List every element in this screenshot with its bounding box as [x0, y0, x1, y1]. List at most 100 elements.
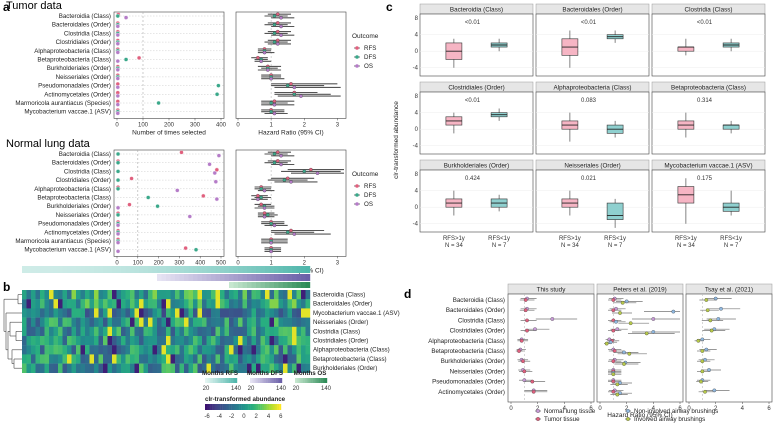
heatmap-cell: [53, 363, 59, 373]
heatmap-cell: [98, 345, 104, 355]
heatmap-cell: [134, 363, 140, 373]
heatmap-cell: [287, 336, 293, 346]
heatmap-cell: [71, 299, 77, 309]
dfs-annotation-cell: [202, 274, 207, 281]
row-label: Clostridiales (Order): [56, 39, 111, 46]
os-legend-gradient: [301, 378, 304, 383]
selection-point: [115, 102, 120, 107]
hr-point: [521, 359, 525, 364]
row-label: Neisseriales (Order): [56, 74, 111, 81]
hr-point: [611, 372, 616, 377]
heatmap-cell: [152, 308, 158, 318]
heatmap-cell: [274, 317, 279, 327]
legend-title: Outcome: [352, 171, 379, 178]
y-tick-label: 4: [415, 111, 419, 117]
heatmap-cell: [58, 317, 63, 327]
x-tick-label: 2: [536, 406, 540, 412]
heatmap-cell: [202, 354, 207, 364]
legend-item: RFS: [364, 45, 376, 52]
dfs-annotation-cell: [265, 274, 270, 281]
heatmap-cell: [179, 354, 185, 364]
dfs-legend-gradient: [251, 378, 254, 383]
heatmap-cell: [139, 354, 144, 364]
hr-point: [700, 349, 705, 353]
hr-point: [302, 169, 306, 174]
heatmap-cell: [238, 345, 243, 355]
heatmap-cell: [89, 363, 95, 373]
clr-legend-gradient: [218, 404, 221, 410]
os-legend-gradient: [317, 378, 320, 383]
os-legend-gradient: [320, 378, 323, 383]
heatmap-cell: [49, 317, 54, 327]
heatmap-cell: [305, 354, 311, 364]
row-label: Marmoricola aurantiacus (Species): [15, 100, 111, 107]
hr-point: [651, 317, 656, 321]
hr-point: [622, 362, 626, 366]
heatmap-cell: [134, 317, 140, 327]
heatmap-cell: [193, 326, 198, 337]
heatmap-cell: [80, 299, 86, 309]
heatmap-cell: [170, 354, 176, 364]
heatmap-cell: [26, 299, 32, 309]
heatmap-cell: [215, 354, 221, 364]
heatmap-cell: [161, 317, 167, 327]
heatmap-cell: [116, 299, 122, 309]
heatmap-cell: [215, 363, 221, 373]
facet-title: Burkholderiales (Order): [444, 163, 509, 170]
row-label: Bacteroidales (Order): [52, 22, 111, 29]
heatmap-cell: [233, 354, 239, 364]
heatmap-cell: [157, 336, 162, 346]
heatmap-cell: [139, 363, 144, 373]
heatmap-cell: [251, 308, 257, 318]
heatmap-cell: [274, 290, 279, 300]
heatmap-cell: [103, 354, 108, 364]
legend-tick: 140: [231, 386, 242, 392]
heatmap-cell: [296, 326, 302, 337]
dfs-annotation-cell: [206, 274, 212, 281]
row-label: Burkholderiales (Order): [47, 203, 111, 210]
heatmap-cell: [143, 326, 149, 337]
heatmap-cell: [247, 299, 252, 309]
hr-point: [292, 232, 297, 236]
heatmap-cell: [35, 317, 41, 327]
hr-point: [262, 206, 267, 210]
heatmap-cell: [305, 290, 311, 300]
facet-title: Tsay et al. (2021): [705, 287, 753, 294]
dfs-annotation-cell: [211, 274, 216, 281]
hr-point: [269, 109, 273, 114]
heatmap-cell: [292, 345, 297, 355]
hr-point: [719, 306, 723, 311]
heatmap-cell: [53, 326, 59, 337]
heatmap-cell: [148, 354, 153, 364]
heatmap-cell: [98, 326, 104, 337]
facet-title: Clostridia (Class): [685, 7, 733, 14]
heatmap-cell: [152, 299, 158, 309]
x-tick-label: RFS<1y: [604, 236, 626, 242]
clr-legend-gradient: [231, 404, 234, 410]
heatmap-cell: [35, 336, 41, 346]
heatmap-cell: [94, 299, 99, 309]
dfs-legend-gradient: [250, 378, 252, 383]
heatmap-cell: [62, 317, 68, 327]
selection-point: [207, 162, 212, 167]
heatmap-cell: [260, 317, 266, 327]
heatmap-cell: [269, 308, 275, 318]
hr-point: [289, 228, 293, 233]
hr-point: [266, 213, 270, 217]
x-tick-label: 100: [133, 260, 144, 266]
heatmap-cell: [76, 354, 81, 364]
heatmap-cell: [67, 290, 72, 300]
heatmap-cell: [35, 308, 41, 318]
hr-point: [272, 111, 277, 116]
rfs-annotation-cell: [179, 266, 185, 273]
heatmap-cell: [301, 363, 306, 373]
selection-point: [123, 15, 129, 20]
clr-legend-gradient: [220, 404, 223, 410]
dfs-legend-gradient: [261, 378, 263, 383]
rfs-annotation-cell: [305, 266, 311, 273]
heatmap-cell: [170, 336, 176, 346]
x-tick-label: 2: [303, 122, 307, 128]
dfs-annotation-cell: [233, 274, 239, 281]
selection-point: [115, 50, 120, 55]
heatmap-cell: [278, 354, 284, 364]
